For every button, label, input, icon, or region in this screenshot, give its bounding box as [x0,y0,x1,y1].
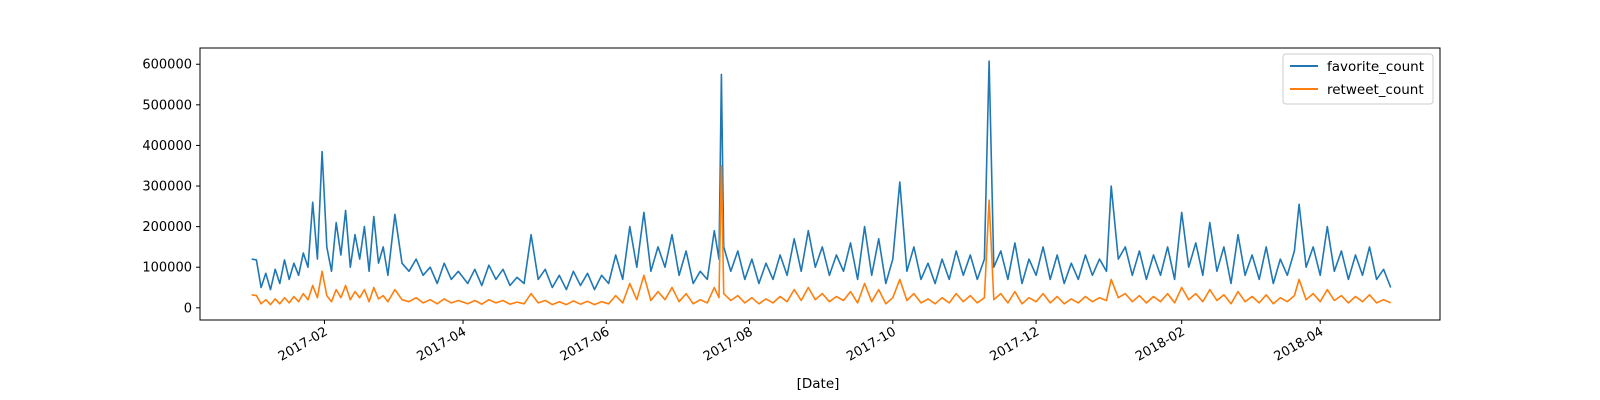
plot-frame [199,47,1441,321]
y-tick-label: 100000 [142,261,192,276]
series-line-retweet-count [251,164,1392,306]
y-tick-label: 400000 [142,139,192,154]
legend-box [1282,53,1434,105]
series-layer [251,60,1392,306]
y-tick-label: 200000 [142,220,192,235]
y-tick-label: 0 [184,301,192,316]
series-line-favorite-count [251,60,1392,291]
y-tick-label: 600000 [142,58,192,73]
legend-label-favorite-count: favorite_count [1327,59,1424,75]
y-tick-label: 500000 [142,98,192,113]
legend: favorite_count retweet_count [1282,53,1434,105]
x-axis-title: [Date] [797,376,840,392]
legend-label-retweet-count: retweet_count [1327,82,1424,98]
y-axis: 0 100000 200000 300000 400000 500000 600000 [142,58,200,316]
y-tick-label: 300000 [142,180,192,195]
